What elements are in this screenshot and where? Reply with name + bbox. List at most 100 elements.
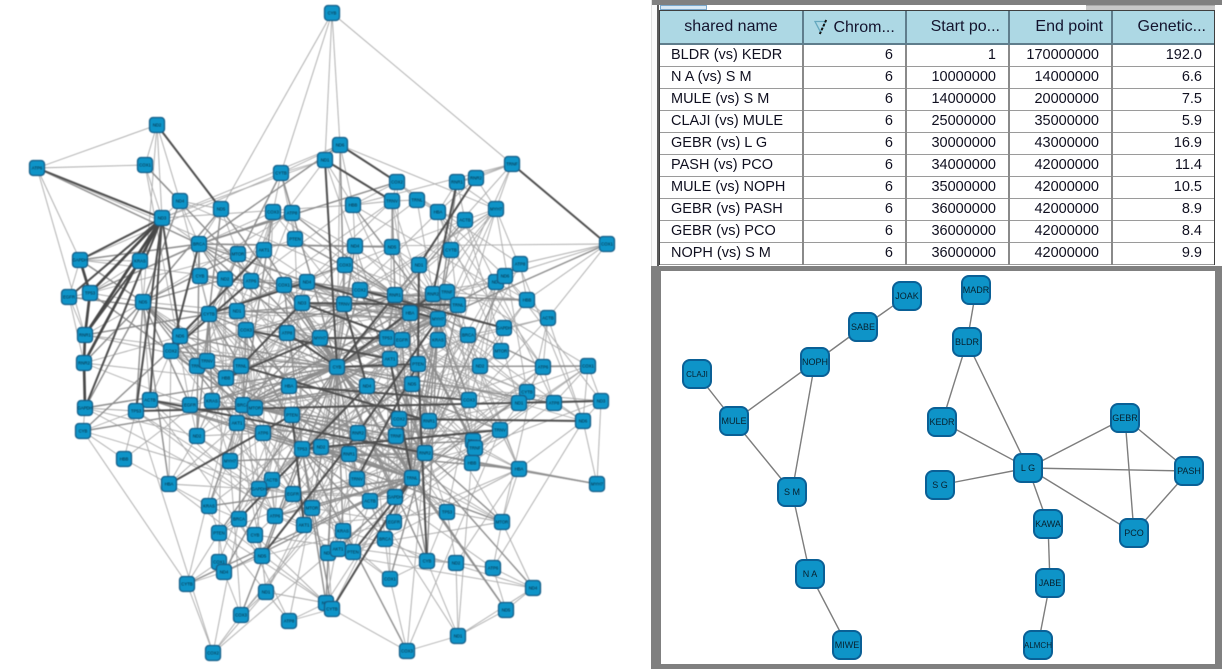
svg-text:ND4: ND4 xyxy=(529,586,538,591)
svg-text:ND6: ND6 xyxy=(579,419,588,424)
svg-text:BRCA: BRCA xyxy=(193,242,205,247)
svg-text:COX2: COX2 xyxy=(391,180,403,185)
svg-text:TP53: TP53 xyxy=(382,336,393,341)
svg-text:MYH7: MYH7 xyxy=(591,482,604,487)
svg-text:AKT1: AKT1 xyxy=(333,547,344,552)
svg-text:TRNL: TRNL xyxy=(411,198,423,203)
svg-text:JOAK: JOAK xyxy=(895,291,919,301)
svg-text:ND5: ND5 xyxy=(139,300,148,305)
svg-text:CYB: CYB xyxy=(79,429,88,434)
svg-text:ATP6: ATP6 xyxy=(246,279,257,284)
svg-text:CLAJI: CLAJI xyxy=(686,370,708,379)
svg-text:ND5: ND5 xyxy=(502,608,511,613)
svg-text:KEDR: KEDR xyxy=(929,417,955,427)
svg-text:CYTB: CYTB xyxy=(521,390,533,395)
svg-text:MTOR: MTOR xyxy=(249,406,262,411)
svg-text:MTOR: MTOR xyxy=(306,506,319,511)
svg-text:ND1: ND1 xyxy=(233,309,242,314)
svg-text:TRNV: TRNV xyxy=(338,302,350,307)
svg-text:BRCA: BRCA xyxy=(462,333,474,338)
svg-text:PTEN: PTEN xyxy=(289,237,300,242)
svg-text:S G: S G xyxy=(932,480,948,490)
svg-text:PASH: PASH xyxy=(1177,466,1201,476)
svg-text:ACTB: ACTB xyxy=(144,398,156,403)
svg-text:TRNV: TRNV xyxy=(351,477,363,482)
svg-text:COX2: COX2 xyxy=(393,417,405,422)
svg-text:RNR2: RNR2 xyxy=(470,176,482,181)
svg-text:AKT1: AKT1 xyxy=(299,523,310,528)
svg-text:COX1: COX1 xyxy=(139,163,151,168)
svg-text:EGFR: EGFR xyxy=(184,403,196,408)
svg-text:MYH7: MYH7 xyxy=(314,336,327,341)
svg-text:RNR1: RNR1 xyxy=(423,419,435,424)
svg-text:ND4: ND4 xyxy=(303,280,312,285)
svg-text:ATP8: ATP8 xyxy=(515,262,526,267)
svg-text:COX2: COX2 xyxy=(165,349,177,354)
svg-text:HBA: HBA xyxy=(406,311,415,316)
svg-text:COX3: COX3 xyxy=(240,328,252,333)
svg-text:CYTB: CYTB xyxy=(275,171,287,176)
svg-text:EGFR: EGFR xyxy=(287,492,299,497)
svg-text:ALMCH: ALMCH xyxy=(1024,641,1052,650)
svg-text:GEBR: GEBR xyxy=(1112,413,1138,423)
svg-text:MTOR: MTOR xyxy=(232,252,245,257)
svg-text:RNR2: RNR2 xyxy=(352,431,364,436)
svg-text:ND2: ND2 xyxy=(221,277,230,282)
svg-text:MYH7: MYH7 xyxy=(490,207,503,212)
svg-text:RNR1: RNR1 xyxy=(79,333,91,338)
svg-text:ND4: ND4 xyxy=(176,199,185,204)
svg-text:ND1: ND1 xyxy=(454,634,463,639)
svg-text:KRAS: KRAS xyxy=(432,338,444,343)
svg-text:TRNV: TRNV xyxy=(386,199,398,204)
svg-text:KAWA: KAWA xyxy=(1035,519,1061,529)
svg-text:ND5: ND5 xyxy=(258,554,267,559)
svg-text:MYH7: MYH7 xyxy=(224,459,237,464)
svg-text:SABE: SABE xyxy=(851,322,875,332)
svg-text:ND6: ND6 xyxy=(501,274,510,279)
svg-text:AKT1: AKT1 xyxy=(385,357,396,362)
svg-text:COX2: COX2 xyxy=(207,651,219,656)
svg-text:CYB: CYB xyxy=(333,365,342,370)
svg-text:ACTB: ACTB xyxy=(542,316,554,321)
svg-text:COX1: COX1 xyxy=(213,560,225,565)
svg-text:HBB: HBB xyxy=(349,203,358,208)
svg-text:HBB: HBB xyxy=(222,376,231,381)
svg-text:EGFR: EGFR xyxy=(396,338,408,343)
svg-text:TRNL: TRNL xyxy=(235,364,247,369)
svg-text:PTEN: PTEN xyxy=(412,362,423,367)
svg-text:MIWE: MIWE xyxy=(835,640,860,650)
svg-text:ND2: ND2 xyxy=(452,561,461,566)
svg-text:ND2: ND2 xyxy=(476,364,485,369)
svg-text:RNR2: RNR2 xyxy=(427,292,439,297)
svg-text:ND3: ND3 xyxy=(298,301,307,306)
svg-text:ND2: ND2 xyxy=(153,123,162,128)
svg-text:CYTB: CYTB xyxy=(445,248,457,253)
svg-text:ND4: ND4 xyxy=(363,384,372,389)
svg-text:ND4: ND4 xyxy=(351,244,360,249)
svg-text:ATP8: ATP8 xyxy=(287,211,298,216)
svg-text:ND3: ND3 xyxy=(492,280,501,285)
svg-text:TRNV: TRNV xyxy=(494,428,506,433)
svg-text:ACTB: ACTB xyxy=(459,218,471,223)
svg-text:MADR: MADR xyxy=(963,285,990,295)
svg-text:HBB: HBB xyxy=(468,461,477,466)
svg-text:PTEN: PTEN xyxy=(347,550,358,555)
svg-text:HBB: HBB xyxy=(120,457,129,462)
svg-text:COX2: COX2 xyxy=(354,288,366,293)
svg-text:PTEN: PTEN xyxy=(213,531,224,536)
svg-text:ND1: ND1 xyxy=(262,590,271,595)
svg-text:S M: S M xyxy=(784,487,800,497)
svg-text:RNR2: RNR2 xyxy=(419,451,431,456)
svg-text:ATP8: ATP8 xyxy=(284,619,295,624)
svg-text:MTOR: MTOR xyxy=(495,349,508,354)
svg-text:GAPDH: GAPDH xyxy=(72,258,87,263)
svg-text:CYB: CYB xyxy=(328,11,337,16)
svg-text:GAPDH: GAPDH xyxy=(251,487,266,492)
svg-text:BLDR: BLDR xyxy=(955,337,980,347)
svg-text:GAPDH: GAPDH xyxy=(77,406,92,411)
svg-text:ND1: ND1 xyxy=(321,158,330,163)
svg-text:KRAS: KRAS xyxy=(206,399,218,404)
svg-text:CYB: CYB xyxy=(251,533,260,538)
svg-text:EGFR: EGFR xyxy=(63,295,75,300)
svg-text:MYH7: MYH7 xyxy=(432,317,445,322)
